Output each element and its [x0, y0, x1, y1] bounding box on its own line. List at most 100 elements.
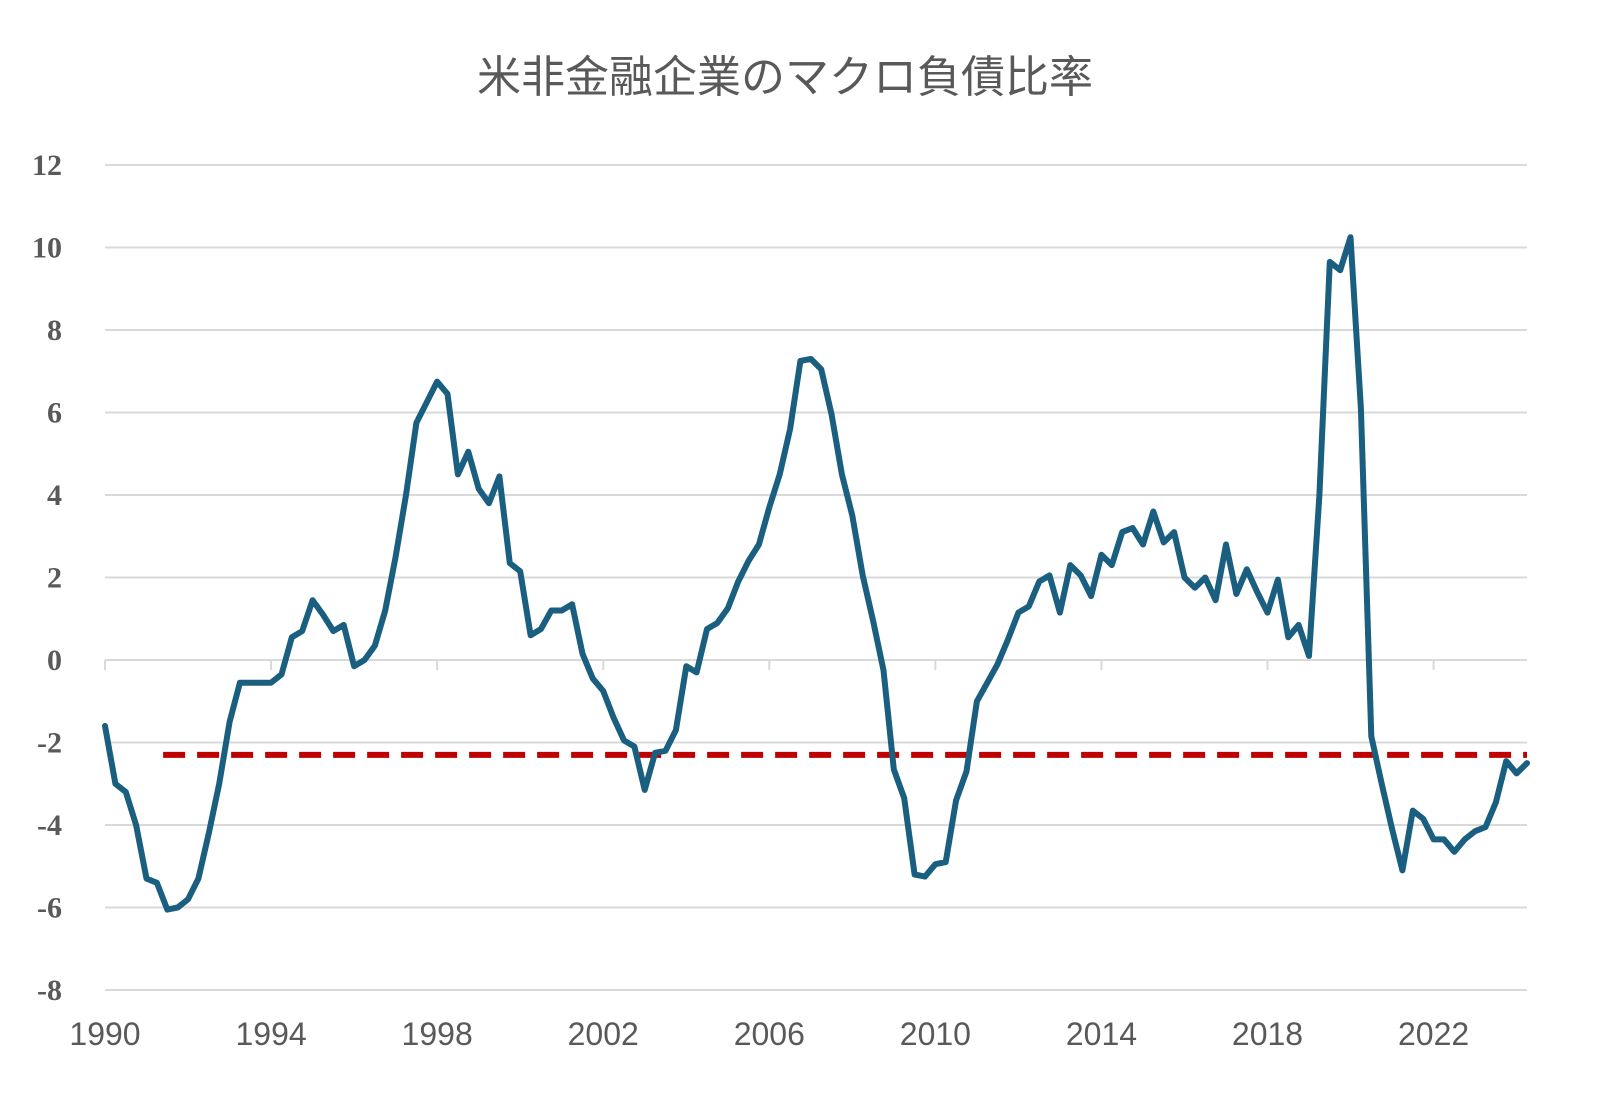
data-point [799, 360, 801, 362]
data-point [260, 682, 262, 684]
data-point [986, 682, 988, 684]
data-point [654, 752, 656, 754]
data-point [758, 544, 760, 545]
data-point [218, 783, 220, 785]
data-point [955, 799, 957, 801]
series-line [102, 234, 1530, 913]
data-point [1017, 612, 1019, 614]
data-point [1516, 772, 1518, 774]
data-point [114, 783, 116, 785]
x-tick-label: 1994 [235, 1016, 306, 1052]
y-tick-label: -2 [37, 727, 62, 760]
gridlines [104, 164, 1527, 991]
data-point [1007, 638, 1009, 640]
x-tick-label: 2022 [1398, 1016, 1469, 1052]
data-point [1381, 783, 1383, 785]
series-group [102, 234, 1530, 913]
data-point [934, 863, 936, 865]
data-point [457, 473, 459, 475]
data-point [509, 562, 511, 564]
x-tick-label: 1998 [402, 1016, 473, 1052]
data-point [945, 861, 947, 863]
data-point [1215, 599, 1217, 601]
data-point [104, 725, 106, 727]
y-tick-label: 6 [47, 397, 62, 430]
data-point [1339, 269, 1341, 271]
data-point [914, 874, 916, 875]
x-tick-label: 2018 [1232, 1016, 1303, 1052]
data-point [187, 898, 189, 900]
data-point [1132, 527, 1134, 529]
data-point [301, 630, 303, 632]
data-point [716, 622, 718, 624]
data-point [1090, 595, 1092, 597]
data-point [997, 663, 999, 665]
data-point [1152, 511, 1154, 512]
data-point [675, 729, 677, 731]
data-point [1038, 581, 1040, 583]
data-point [872, 620, 874, 622]
data-point [1464, 838, 1466, 840]
data-point [467, 451, 469, 453]
data-point [478, 488, 480, 490]
data-point [312, 599, 314, 601]
data-point [1484, 826, 1486, 828]
y-tick-label: 10 [32, 232, 62, 265]
data-point [1225, 544, 1227, 545]
data-point [748, 560, 750, 562]
data-point [1080, 574, 1082, 576]
data-point [291, 636, 293, 638]
data-point [405, 494, 407, 496]
data-point [363, 659, 365, 661]
data-point [1163, 541, 1165, 543]
data-point [1401, 869, 1403, 871]
y-tick-label: 12 [32, 149, 62, 182]
data-point [789, 428, 791, 430]
y-tick-label: 4 [47, 479, 62, 512]
data-point [436, 381, 438, 383]
data-point [1453, 851, 1455, 853]
data-point [1329, 261, 1331, 263]
data-point [810, 358, 812, 360]
data-point [415, 422, 417, 424]
data-point [550, 610, 552, 611]
data-point [1183, 577, 1185, 578]
data-point [966, 770, 968, 772]
data-point [882, 669, 884, 671]
data-point [1246, 568, 1248, 570]
data-point [1100, 554, 1102, 556]
y-tick-label: -8 [37, 974, 62, 1007]
data-point [602, 690, 604, 692]
data-point [1277, 579, 1279, 581]
data-point [1298, 624, 1300, 626]
data-point [862, 574, 864, 576]
data-point [156, 882, 158, 884]
data-point [1422, 818, 1424, 820]
data-point [903, 797, 905, 799]
y-axis-ticks: 12 10 8 6 4 2 0 -2 -4 -6 -8 [32, 149, 62, 1007]
data-point [841, 473, 843, 475]
data-point [1391, 828, 1393, 830]
data-point [613, 717, 615, 719]
data-point [519, 570, 521, 572]
y-tick-label: -6 [37, 892, 62, 925]
data-point [249, 682, 251, 684]
data-point [332, 630, 334, 632]
data-point [1256, 591, 1258, 593]
x-tick-label: 2002 [568, 1016, 639, 1052]
data-point [353, 665, 355, 667]
data-point [208, 832, 210, 834]
data-point [779, 473, 781, 475]
data-point [343, 624, 345, 626]
data-point [239, 682, 241, 684]
data-point [280, 673, 282, 675]
data-point [1028, 605, 1030, 607]
data-point [1142, 544, 1144, 545]
data-point [831, 414, 833, 416]
data-point [530, 634, 532, 636]
data-point [1318, 494, 1320, 496]
data-point [644, 789, 646, 791]
chart-title: 米非金融企業のマクロ負債比率 [477, 52, 1093, 103]
data-point [976, 700, 978, 702]
data-point [1360, 407, 1362, 409]
